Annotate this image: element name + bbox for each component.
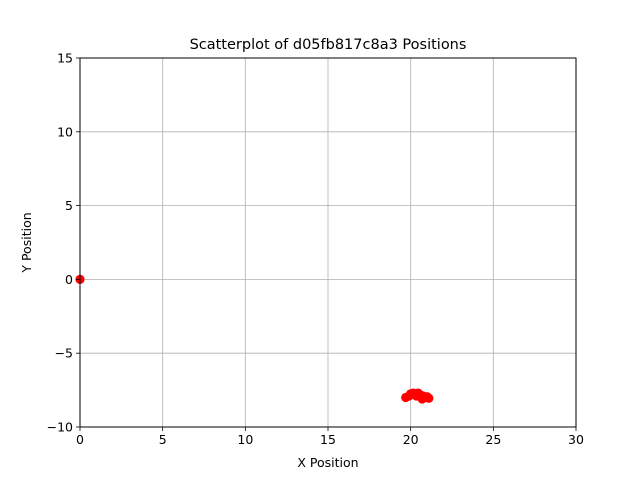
y-tick-label: −10	[47, 420, 73, 435]
axis-ticks: 0 5 10 15 20 25 30 −10 −5 0 5 10 15	[47, 51, 584, 448]
x-tick-label: 20	[403, 432, 419, 447]
x-tick-label: 0	[76, 432, 84, 447]
x-tick-label: 5	[159, 432, 167, 447]
y-tick-label: 0	[65, 272, 73, 287]
y-tick-label: 5	[65, 198, 73, 213]
x-tick-label: 30	[568, 432, 584, 447]
y-tick-label: 15	[57, 51, 73, 66]
y-tick-label: −5	[55, 346, 73, 361]
y-axis-label: Y Position	[19, 212, 34, 273]
y-tick-label: 10	[57, 124, 73, 139]
chart-title: Scatterplot of d05fb817c8a3 Positions	[190, 37, 467, 53]
x-tick-label: 25	[485, 432, 501, 447]
x-tick-label: 15	[320, 432, 336, 447]
x-axis-label: X Position	[297, 455, 358, 470]
data-point	[411, 391, 422, 401]
data-points	[75, 274, 434, 404]
x-tick-label: 10	[237, 432, 253, 447]
